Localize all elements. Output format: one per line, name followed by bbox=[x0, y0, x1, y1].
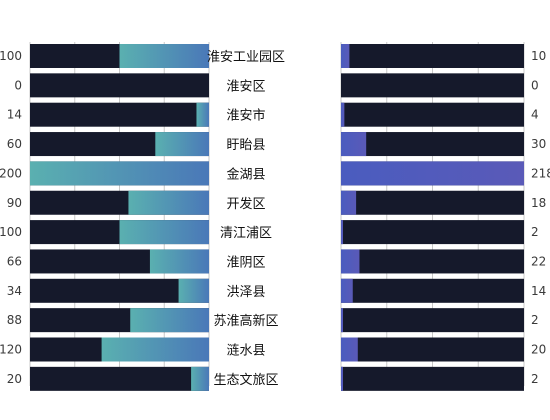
left-bar bbox=[196, 102, 209, 127]
left-value-label: 88 bbox=[7, 313, 22, 327]
right-value-label: 2 bbox=[531, 225, 539, 239]
right-bar bbox=[341, 366, 343, 391]
category-label: 淮安区 bbox=[226, 79, 265, 94]
right-bar-track bbox=[341, 278, 524, 303]
category-label: 开发区 bbox=[226, 196, 265, 212]
category-label: 淮安市 bbox=[226, 108, 265, 124]
right-value-label: 10 bbox=[531, 49, 546, 63]
left-value-label: 0 bbox=[14, 78, 22, 92]
category-label: 清江浦区 bbox=[220, 226, 272, 241]
left-bar bbox=[101, 337, 209, 362]
left-value-label: 14 bbox=[7, 108, 22, 122]
right-bar-track bbox=[341, 73, 524, 98]
right-bar bbox=[341, 132, 367, 157]
left-bar-track bbox=[30, 102, 209, 127]
category-label: 淮阴区 bbox=[226, 255, 265, 270]
left-value-label: 60 bbox=[7, 137, 22, 151]
left-value-label: 120 bbox=[0, 343, 22, 357]
right-value-label: 4 bbox=[531, 108, 539, 122]
right-value-label: 14 bbox=[531, 284, 546, 298]
right-bar bbox=[341, 44, 350, 68]
category-label: 盱眙县 bbox=[226, 138, 265, 153]
left-bar bbox=[119, 220, 209, 245]
category-label: 淮安工业园区 bbox=[207, 50, 285, 65]
right-value-label: 22 bbox=[531, 254, 546, 268]
left-value-label: 200 bbox=[0, 166, 22, 180]
category-label: 涟水县 bbox=[226, 343, 265, 359]
right-bar bbox=[341, 249, 360, 274]
right-bar-track bbox=[341, 220, 524, 245]
left-value-label: 20 bbox=[7, 372, 22, 386]
left-bar bbox=[178, 278, 209, 303]
right-bar-track bbox=[341, 308, 524, 333]
left-value-label: 90 bbox=[7, 196, 22, 210]
right-value-label: 2 bbox=[531, 372, 539, 386]
left-bar bbox=[128, 190, 209, 215]
right-bar-track bbox=[341, 249, 524, 274]
left-bar bbox=[30, 161, 209, 186]
right-bar bbox=[341, 190, 357, 215]
right-bar-track bbox=[341, 190, 524, 215]
left-bar-track bbox=[30, 73, 209, 98]
left-bar-track bbox=[30, 366, 209, 391]
right-value-label: 30 bbox=[531, 137, 546, 151]
right-bar bbox=[341, 308, 343, 333]
left-value-label: 100 bbox=[0, 225, 22, 239]
right-value-label: 218 bbox=[531, 166, 550, 180]
category-label: 洪泽县 bbox=[226, 285, 265, 300]
category-label: 金湖县 bbox=[226, 166, 265, 182]
right-value-label: 0 bbox=[531, 78, 539, 92]
left-value-label: 100 bbox=[0, 49, 22, 63]
right-value-label: 2 bbox=[531, 313, 539, 327]
right-bar bbox=[341, 102, 345, 127]
right-bar bbox=[341, 161, 524, 186]
right-value-label: 18 bbox=[531, 196, 546, 210]
right-bar-track bbox=[341, 337, 524, 362]
right-bar-track bbox=[341, 366, 524, 391]
right-bar-track bbox=[341, 44, 524, 68]
right-bar-track bbox=[341, 102, 524, 127]
left-bar bbox=[155, 132, 209, 157]
left-bar bbox=[119, 44, 209, 68]
left-bar bbox=[149, 249, 209, 274]
right-bar bbox=[341, 220, 343, 245]
left-value-label: 34 bbox=[7, 284, 22, 298]
right-bar bbox=[341, 337, 358, 362]
category-label: 苏淮高新区 bbox=[213, 313, 278, 329]
right-bar-track bbox=[341, 132, 524, 157]
right-bar bbox=[341, 278, 353, 303]
right-value-label: 20 bbox=[531, 343, 546, 357]
left-value-label: 66 bbox=[7, 254, 22, 268]
category-label: 生态文旅区 bbox=[213, 373, 278, 388]
left-bar bbox=[191, 366, 209, 391]
left-bar bbox=[130, 308, 209, 333]
